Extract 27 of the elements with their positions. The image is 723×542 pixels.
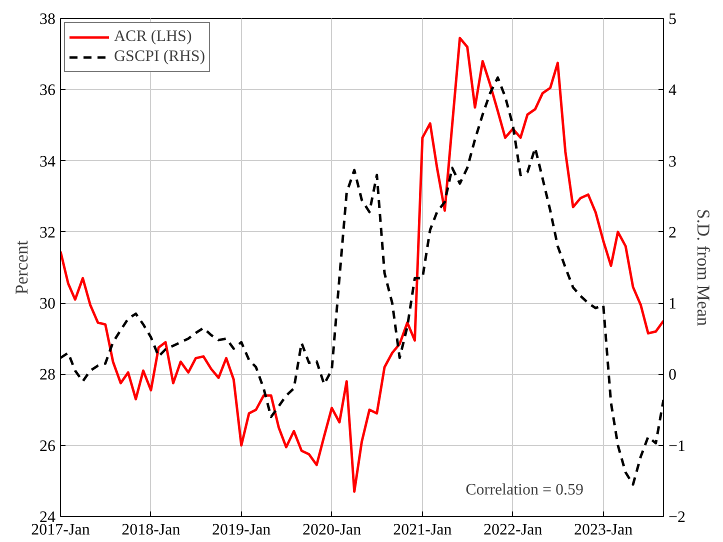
x-tick-label: 2018-Jan	[122, 522, 180, 538]
y2-tick-label: 0	[668, 366, 676, 384]
y-tick-label: 26	[40, 438, 56, 455]
y2-tick-label: 1	[668, 296, 676, 313]
x-tick-label: 2023-Jan	[574, 522, 633, 538]
y2-axis-title: S.D. from Mean	[694, 209, 714, 326]
annotation: Correlation = 0.59	[466, 482, 584, 498]
y-tick-label: 30	[40, 296, 56, 313]
x-tick-label: 2020-Jan	[302, 522, 362, 538]
y-tick-label: 36	[40, 82, 56, 100]
y2-tick-label: −1	[668, 438, 686, 455]
y2-tick-label: −2	[668, 509, 686, 526]
x-tick-label: 2019-Jan	[212, 522, 271, 538]
y-tick-label: 38	[40, 11, 56, 28]
legend-label: GSCPI (RHS)	[114, 48, 206, 66]
y2-tick-label: 4	[668, 82, 676, 100]
x-tick-label: 2021-Jan	[393, 522, 452, 538]
y-tick-label: 28	[40, 366, 56, 384]
y-tick-label: 34	[40, 153, 56, 170]
x-tick-label: 2022-Jan	[484, 522, 542, 538]
y-axis-title: Percent	[12, 240, 32, 294]
y-tick-label: 32	[40, 224, 56, 242]
x-tick-label: 2017-Jan	[31, 522, 90, 538]
legend-label: ACR (LHS)	[114, 28, 192, 46]
y2-tick-label: 3	[668, 153, 676, 170]
y2-tick-label: 5	[668, 11, 676, 28]
y2-tick-label: 2	[668, 224, 676, 242]
